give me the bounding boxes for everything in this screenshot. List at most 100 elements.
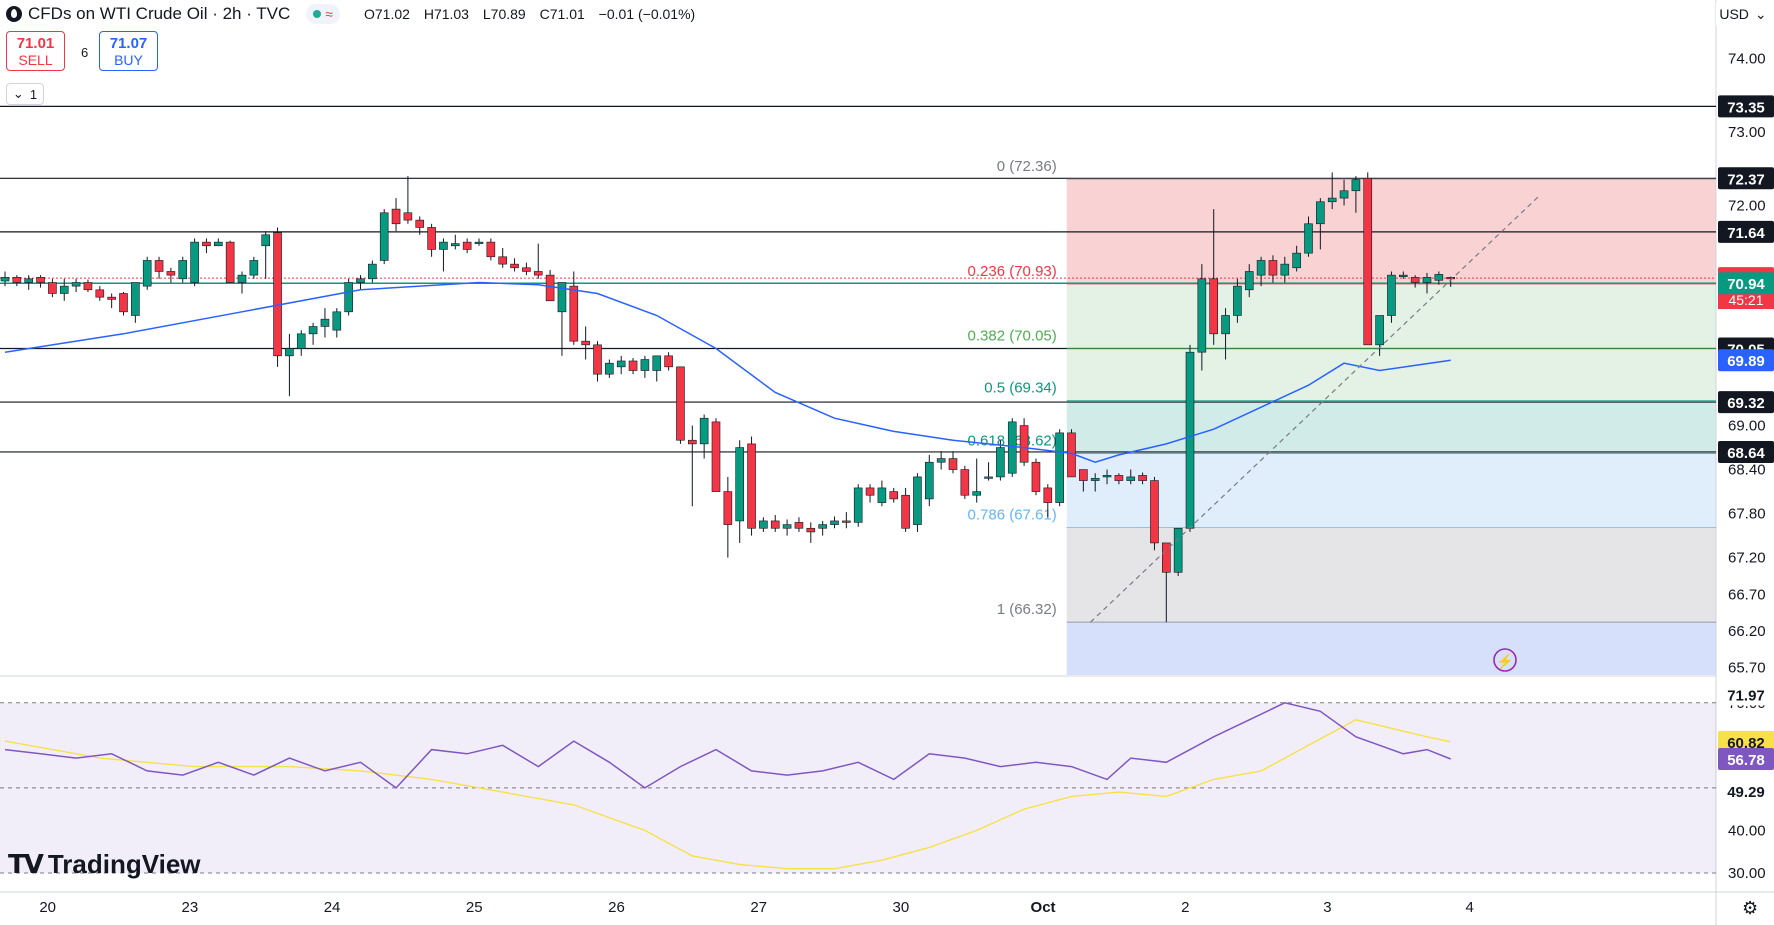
- time-tick-label: 2: [1181, 899, 1189, 916]
- green-level-label: 70.94: [1727, 276, 1765, 293]
- candle-body: [806, 527, 816, 533]
- candle-body: [1316, 201, 1325, 225]
- candle-body: [616, 360, 626, 368]
- candle-body: [664, 355, 673, 368]
- fib-zone-1: [1066, 622, 1716, 675]
- candle-body: [1043, 487, 1053, 503]
- fib-label-0.382: 0.382 (70.05): [968, 328, 1057, 345]
- candle-body: [533, 271, 543, 276]
- candle-body: [48, 282, 57, 294]
- level-badge: [1718, 440, 1774, 463]
- candle-body: [1256, 260, 1266, 276]
- candle-body: [545, 274, 555, 302]
- candle-body: [1280, 263, 1290, 276]
- candle-body: [285, 348, 294, 357]
- candle-body: [1233, 285, 1242, 316]
- time-tick-label: 26: [608, 899, 625, 916]
- candle-body: [1327, 197, 1337, 203]
- candle-body: [901, 494, 910, 529]
- candle-body: [178, 260, 188, 280]
- candle-body: [415, 219, 425, 228]
- level-label: 73.35: [1727, 99, 1765, 116]
- candle-body: [356, 278, 365, 283]
- time-axis: 20 23 24 25 26 27 30 Oct 2 3 4: [39, 899, 1474, 916]
- candle-body: [296, 333, 306, 349]
- candle-body: [960, 469, 970, 496]
- ohlc-close-key: C: [539, 6, 550, 22]
- candle-body: [1339, 190, 1349, 199]
- candle-body: [1268, 260, 1278, 276]
- fib-zone-0.382: [1066, 348, 1716, 401]
- fib-zone-0.5: [1066, 400, 1716, 454]
- moving-average-line: [4, 281, 1451, 463]
- candle-body: [1138, 475, 1147, 481]
- candle-body: [1446, 277, 1455, 280]
- candle-body: [59, 285, 69, 294]
- candle-body: [1292, 252, 1301, 269]
- candle-body: [984, 476, 993, 479]
- buy-label: BUY: [114, 52, 143, 68]
- gear-icon[interactable]: ⚙: [1742, 898, 1759, 918]
- time-tick-label: 4: [1465, 899, 1473, 916]
- level-badge: [1718, 391, 1774, 414]
- candle-body: [557, 282, 567, 313]
- fib-label-0.786: 0.786 (67.61): [968, 507, 1057, 524]
- level-label: 69.32: [1727, 395, 1765, 412]
- time-tick-label: 25: [466, 899, 483, 916]
- candle-body: [794, 522, 804, 529]
- price-tick-label: 74.00: [1728, 51, 1766, 68]
- sell-price: 71.01: [16, 35, 55, 52]
- ohlc-close: 71.01: [549, 6, 585, 22]
- buy-button[interactable]: 71.07 BUY: [99, 31, 158, 71]
- rsi-badge: [1718, 779, 1774, 802]
- candle-body: [131, 282, 140, 316]
- collapse-toggle[interactable]: ⌄ 1: [6, 83, 44, 105]
- fib-zones: [1066, 179, 1716, 675]
- candle-body: [403, 212, 413, 221]
- candle-body: [770, 520, 780, 529]
- candle-body: [107, 296, 116, 300]
- level-badge: [1718, 220, 1774, 243]
- market-status-pill[interactable]: ≈: [306, 4, 340, 24]
- currency-select[interactable]: USD ⌄: [1716, 2, 1770, 26]
- time-tick-label: 23: [182, 899, 199, 916]
- candle-body: [652, 355, 662, 371]
- candle-body: [936, 458, 946, 463]
- sell-button[interactable]: 71.01 SELL: [6, 31, 65, 71]
- candle-body: [605, 362, 614, 375]
- candle-body: [877, 487, 887, 503]
- price-axis: 74.00 73.00 72.00 69.00 68.40 67.80 67.20 66.70…: [1718, 51, 1774, 882]
- candle-body: [12, 277, 22, 283]
- rsi-badge: [1718, 748, 1774, 771]
- lightning-icon: [1493, 648, 1517, 672]
- symbol-title[interactable]: CFDs on WTI Crude Oil · 2h · TVC: [28, 4, 291, 23]
- candle-body: [119, 293, 128, 313]
- fib-label-1: 1 (66.32): [997, 601, 1057, 618]
- green-level-badge: [1718, 272, 1774, 295]
- candle-body: [1126, 476, 1136, 481]
- candle-body: [202, 241, 211, 247]
- candle-body: [522, 267, 531, 272]
- tradingview-watermark: 𝗧𝗩 TradingView: [8, 849, 201, 880]
- candle-body: [640, 359, 650, 371]
- candle-body: [1055, 432, 1064, 503]
- oil-drop-icon: [6, 6, 22, 22]
- collapse-count: 1: [29, 86, 38, 102]
- spread-value: 6: [81, 45, 89, 60]
- ohlc-low-key: L: [482, 6, 491, 22]
- candle-body: [498, 256, 508, 265]
- candle-body: [1399, 274, 1408, 277]
- time-tick-label: 24: [324, 899, 341, 916]
- candle-body: [687, 439, 697, 445]
- price-tick-label: 65.70: [1728, 660, 1766, 677]
- candle-body: [1007, 421, 1017, 474]
- time-tick-label: Oct: [1031, 899, 1056, 916]
- candle-body: [214, 241, 223, 247]
- candle-body: [308, 326, 318, 335]
- candle-body: [154, 260, 164, 272]
- candle-body: [1221, 315, 1230, 335]
- candle-body: [747, 443, 756, 529]
- candle-body: [842, 520, 851, 523]
- candle-body: [723, 491, 733, 525]
